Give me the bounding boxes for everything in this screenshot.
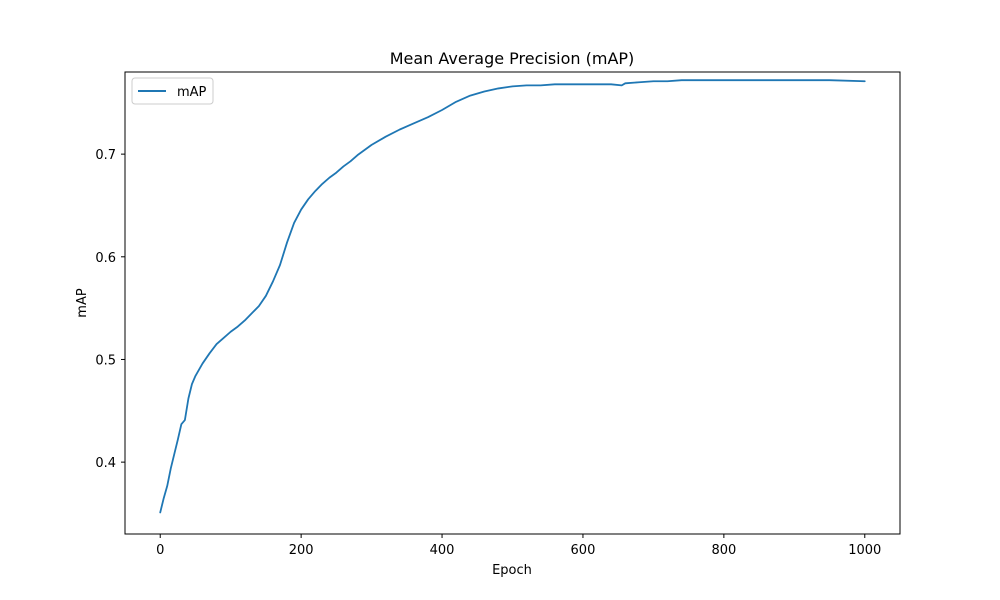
x-axis-ticks: 0 200 400 600 800 1000	[156, 534, 881, 558]
plot-area-frame	[124, 71, 901, 535]
legend-label-map: mAP	[177, 85, 207, 100]
x-tick-label: 600	[571, 543, 596, 558]
chart-title: Mean Average Precision (mAP)	[390, 49, 635, 68]
x-tick-label: 0	[156, 543, 164, 558]
y-tick-label: 0.4	[95, 456, 116, 471]
series-layer	[159, 79, 866, 514]
y-tick-label: 0.6	[95, 251, 116, 266]
y-axis-ticks: 0.4 0.5 0.6 0.7	[95, 148, 125, 471]
y-axis-label: mAP	[75, 288, 90, 318]
y-tick-label: 0.5	[95, 353, 116, 368]
legend-box	[131, 77, 214, 105]
y-tick-label: 0.7	[95, 148, 116, 163]
x-tick-label: 1000	[848, 543, 881, 558]
series-line-map	[159, 79, 866, 514]
x-tick-label: 400	[430, 543, 455, 558]
legend: mAP	[131, 77, 214, 105]
x-tick-label: 200	[289, 543, 314, 558]
x-tick-label: 800	[711, 543, 736, 558]
x-axis-label: Epoch	[492, 563, 532, 578]
